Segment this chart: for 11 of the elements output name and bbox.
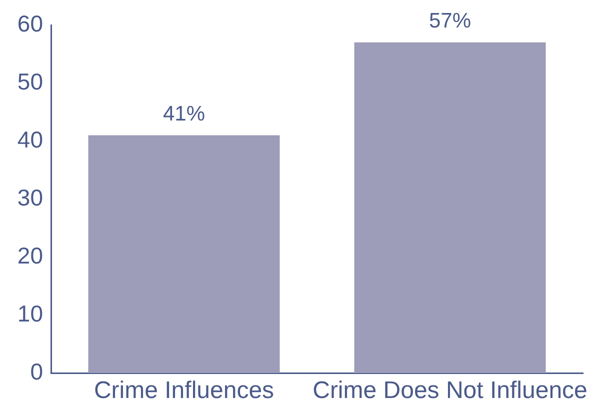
x-tick-label: Crime Influences xyxy=(94,377,274,402)
y-tick-label: 50 xyxy=(17,68,43,94)
y-tick-label: 0 xyxy=(30,358,43,384)
y-tick-label: 10 xyxy=(17,300,43,326)
data-label: 57% xyxy=(428,10,472,33)
y-tick-label: 20 xyxy=(17,242,43,268)
y-tick-label: 60 xyxy=(17,10,43,36)
x-tick-label: Crime Does Not Influence xyxy=(312,377,588,402)
y-tick-label: 40 xyxy=(17,126,43,152)
data-label: 41% xyxy=(162,102,206,126)
y-tick-label: 30 xyxy=(17,184,43,210)
